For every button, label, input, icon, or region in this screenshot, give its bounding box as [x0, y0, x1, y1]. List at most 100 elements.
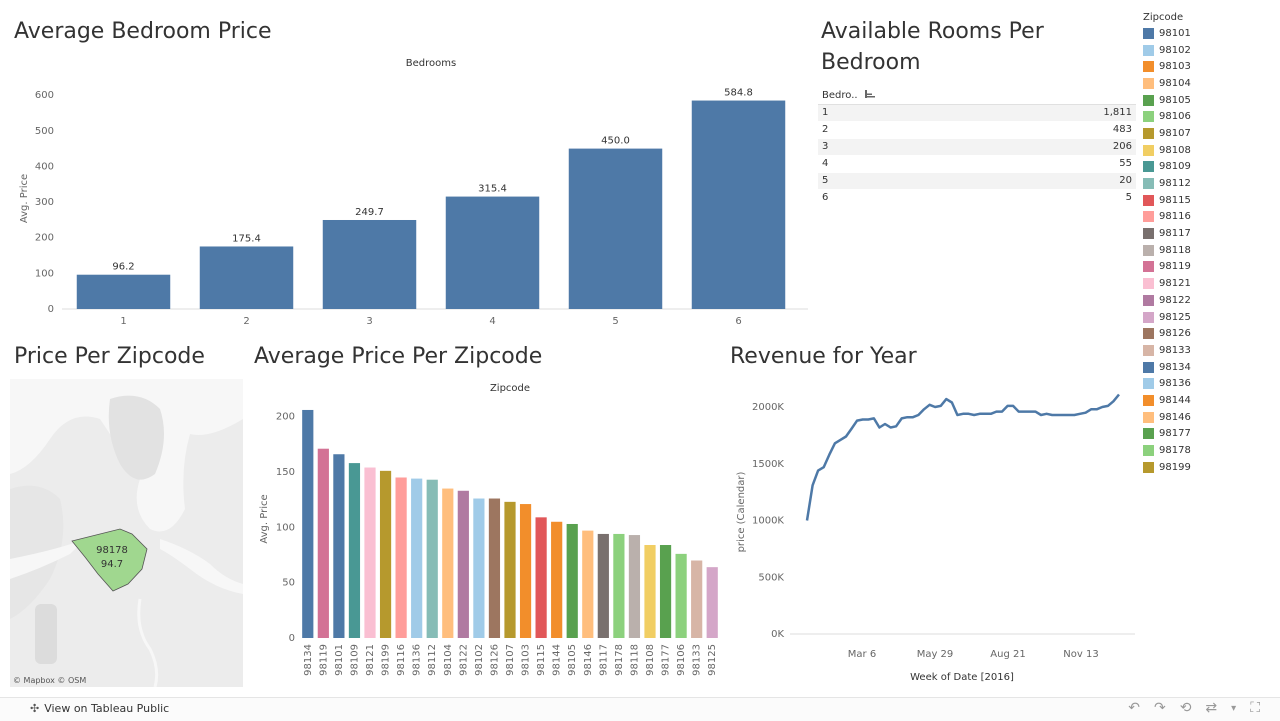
bedroom-bar[interactable] — [76, 274, 171, 309]
legend-item[interactable]: 98144 — [1143, 392, 1273, 409]
sort-icon[interactable] — [864, 90, 875, 101]
bedroom-bar[interactable] — [691, 100, 786, 310]
dropdown-icon[interactable]: ▾ — [1231, 703, 1237, 714]
zip-region-98178[interactable] — [71, 528, 148, 592]
zip-bar[interactable] — [333, 454, 345, 638]
legend-item[interactable]: 98121 — [1143, 275, 1273, 292]
legend-item[interactable]: 98103 — [1143, 58, 1273, 75]
zip-bar[interactable] — [582, 530, 594, 638]
zip-bar[interactable] — [519, 504, 532, 638]
zip-bar[interactable] — [395, 477, 407, 638]
zip-bar[interactable] — [488, 498, 501, 638]
revenue-series-line[interactable] — [805, 393, 1120, 521]
legend-item[interactable]: 98116 — [1143, 209, 1273, 226]
legend-swatch — [1143, 161, 1154, 173]
legend-item[interactable]: 98108 — [1143, 142, 1273, 159]
rooms-table-count: 206 — [1112, 141, 1132, 152]
rooms-table-row[interactable]: 1 1,811 — [818, 105, 1136, 122]
legend-item[interactable]: 98178 — [1143, 442, 1273, 459]
legend-swatch — [1143, 127, 1154, 139]
legend-item[interactable]: 98136 — [1143, 375, 1273, 392]
legend-item[interactable]: 98117 — [1143, 225, 1273, 242]
legend-item[interactable]: 98133 — [1143, 342, 1273, 359]
rooms-table-title-line2: Bedroom — [821, 50, 921, 75]
zip-ytick: 50 — [282, 578, 295, 589]
bedroom-ytick: 300 — [35, 197, 54, 208]
rooms-table-header[interactable]: Bedro.. — [818, 88, 1136, 105]
zip-bar[interactable] — [473, 498, 485, 638]
bedroom-bar[interactable] — [445, 196, 540, 309]
rooms-table-row[interactable]: 5 20 — [818, 173, 1136, 190]
bedroom-xtick: 4 — [489, 316, 495, 327]
legend-label: 98107 — [1159, 127, 1191, 139]
redo-icon[interactable]: ↷ — [1153, 700, 1166, 716]
legend-label: 98118 — [1159, 244, 1191, 256]
legend-item[interactable]: 98177 — [1143, 426, 1273, 443]
legend-swatch — [1143, 311, 1154, 323]
zip-bar[interactable] — [628, 535, 641, 638]
view-on-tableau-link[interactable]: ✣ View on Tableau Public — [30, 702, 169, 715]
legend-item[interactable]: 98107 — [1143, 125, 1273, 142]
zip-bar[interactable] — [659, 545, 672, 638]
legend-item[interactable]: 98134 — [1143, 359, 1273, 376]
legend-label: 98178 — [1159, 445, 1191, 457]
legend-item[interactable]: 98104 — [1143, 75, 1273, 92]
legend-swatch — [1143, 361, 1154, 373]
rooms-table-bedroom: 2 — [822, 124, 829, 135]
zip-bar[interactable] — [691, 560, 703, 638]
zip-bar[interactable] — [644, 545, 656, 638]
revert-icon[interactable]: ⟲ — [1179, 700, 1192, 716]
legend-swatch — [1143, 178, 1154, 190]
zip-bar[interactable] — [364, 467, 376, 638]
zip-bar[interactable] — [302, 409, 314, 638]
legend-item[interactable]: 98106 — [1143, 108, 1273, 125]
rooms-table-row[interactable]: 2 483 — [818, 122, 1136, 139]
zip-bar[interactable] — [457, 490, 469, 638]
undo-icon[interactable]: ↶ — [1128, 700, 1140, 716]
legend-item[interactable]: 98101 — [1143, 25, 1273, 42]
bedroom-bar[interactable] — [322, 219, 417, 309]
legend-label: 98199 — [1159, 461, 1191, 473]
bedroom-bar[interactable] — [568, 148, 663, 309]
zip-bar[interactable] — [442, 488, 454, 638]
zip-bar[interactable] — [426, 479, 438, 638]
legend-item[interactable]: 98146 — [1143, 409, 1273, 426]
zip-bar[interactable] — [317, 448, 329, 638]
zip-bar[interactable] — [379, 470, 392, 638]
zip-xtick: 98117 — [598, 644, 609, 676]
zipcode-map[interactable]: 98178 94.7 © Mapbox © OSM — [10, 379, 243, 687]
bedroom-bar[interactable] — [199, 246, 294, 309]
rooms-table-row[interactable]: 4 55 — [818, 156, 1136, 173]
zip-bar[interactable] — [348, 463, 361, 638]
map-water-right — [160, 539, 243, 594]
fullscreen-icon[interactable]: ⛶ — [1250, 700, 1260, 716]
legend-item[interactable]: 98115 — [1143, 192, 1273, 209]
legend-swatch — [1143, 144, 1154, 156]
legend-item[interactable]: 98118 — [1143, 242, 1273, 259]
zip-bar[interactable] — [535, 517, 547, 638]
zip-bar[interactable] — [566, 523, 578, 638]
legend-item[interactable]: 98125 — [1143, 309, 1273, 326]
rooms-table-row[interactable]: 3 206 — [818, 139, 1136, 156]
zip-bar[interactable] — [706, 567, 718, 638]
zip-bar[interactable] — [411, 478, 423, 638]
legend-item[interactable]: 98119 — [1143, 259, 1273, 276]
legend-item[interactable]: 98199 — [1143, 459, 1273, 476]
zip-xtick: 98178 — [614, 644, 625, 676]
legend-item[interactable]: 98105 — [1143, 92, 1273, 109]
legend-item[interactable]: 98109 — [1143, 159, 1273, 176]
legend-item[interactable]: 98122 — [1143, 292, 1273, 309]
zip-bar[interactable] — [613, 533, 625, 638]
legend-item[interactable]: 98112 — [1143, 175, 1273, 192]
legend-label: 98106 — [1159, 111, 1191, 123]
legend-item[interactable]: 98102 — [1143, 42, 1273, 59]
legend-item[interactable]: 98126 — [1143, 325, 1273, 342]
legend-label: 98103 — [1159, 61, 1191, 73]
zip-bar[interactable] — [551, 521, 563, 638]
zip-bar[interactable] — [597, 533, 609, 638]
zip-xtick: 98107 — [505, 644, 516, 676]
share-icon[interactable]: ⇄ — [1205, 700, 1218, 716]
zip-bar[interactable] — [675, 553, 687, 638]
zip-bar[interactable] — [504, 501, 516, 638]
